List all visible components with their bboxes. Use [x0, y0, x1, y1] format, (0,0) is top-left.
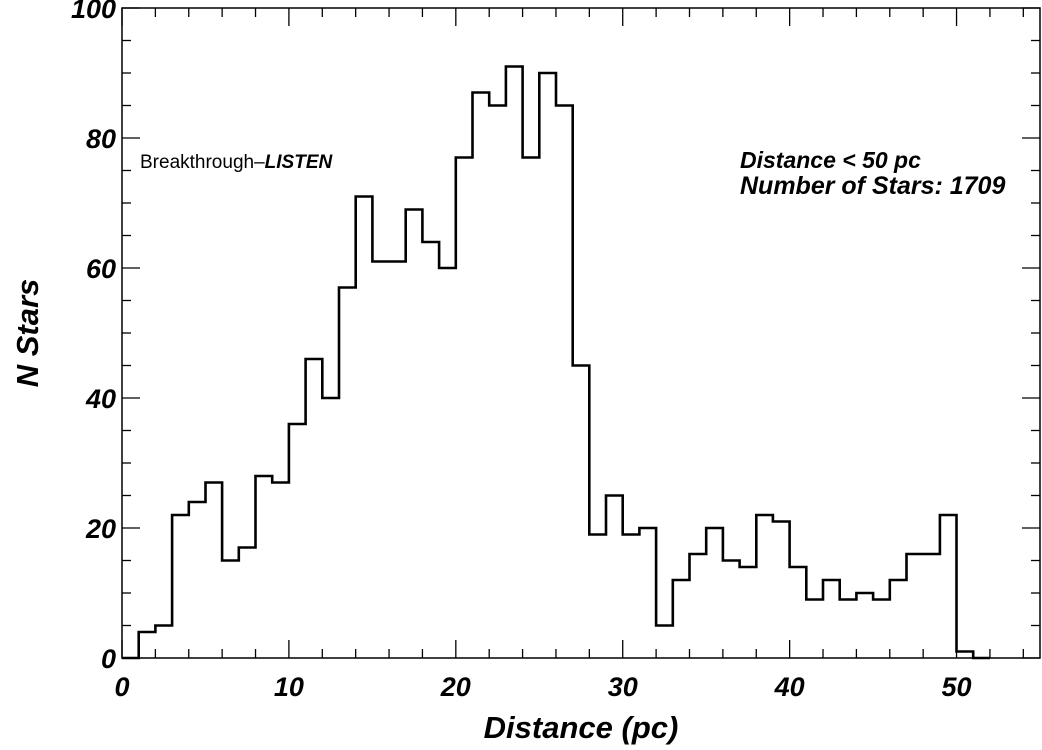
star-count-label: Number of Stars: 1709	[740, 172, 1005, 200]
axis-ticks	[121, 7, 1040, 659]
y-tick-label: 20	[85, 514, 116, 544]
y-tick-label: 80	[86, 124, 116, 154]
x-axis-label: Distance (pc)	[484, 710, 679, 745]
x-tick-label: 50	[942, 672, 972, 702]
y-axis-label: N Stars	[10, 279, 45, 388]
x-tick-label: 40	[774, 672, 805, 702]
x-tick-label: 10	[274, 672, 304, 702]
x-tick-label: 0	[114, 672, 129, 702]
y-tick-label: 0	[101, 644, 116, 674]
y-tick-label: 60	[86, 254, 116, 284]
survey-label: Breakthrough–LISTEN	[140, 152, 333, 173]
survey-prefix: Breakthrough–	[140, 152, 265, 173]
distance-cut-label: Distance < 50 pc	[740, 147, 921, 173]
histogram-step-line	[122, 65, 990, 660]
x-tick-label: 20	[440, 672, 471, 702]
plot-frame	[121, 7, 1041, 659]
x-tick-label: 30	[608, 672, 638, 702]
y-tick-label: 100	[71, 0, 116, 24]
tick-labels: 0 10 20 30 40 50 0 20 40 60 80 100	[71, 0, 972, 702]
survey-name: LISTEN	[265, 152, 334, 173]
y-tick-label: 40	[85, 384, 116, 414]
